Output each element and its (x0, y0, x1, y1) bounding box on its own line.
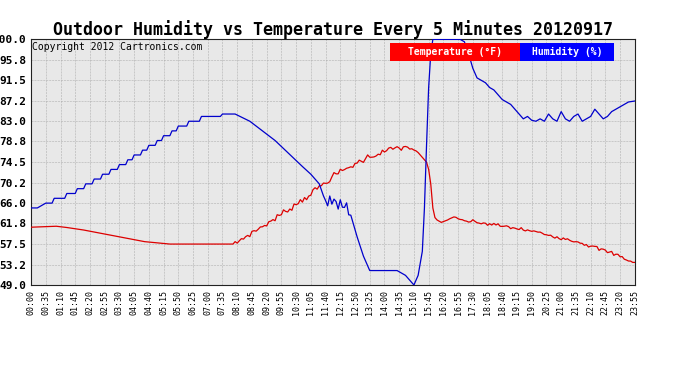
Title: Outdoor Humidity vs Temperature Every 5 Minutes 20120917: Outdoor Humidity vs Temperature Every 5 … (53, 20, 613, 39)
FancyBboxPatch shape (391, 43, 520, 62)
FancyBboxPatch shape (520, 43, 613, 62)
Text: Copyright 2012 Cartronics.com: Copyright 2012 Cartronics.com (32, 42, 203, 52)
Text: Humidity (%): Humidity (%) (531, 47, 602, 57)
Text: Temperature (°F): Temperature (°F) (408, 47, 502, 57)
